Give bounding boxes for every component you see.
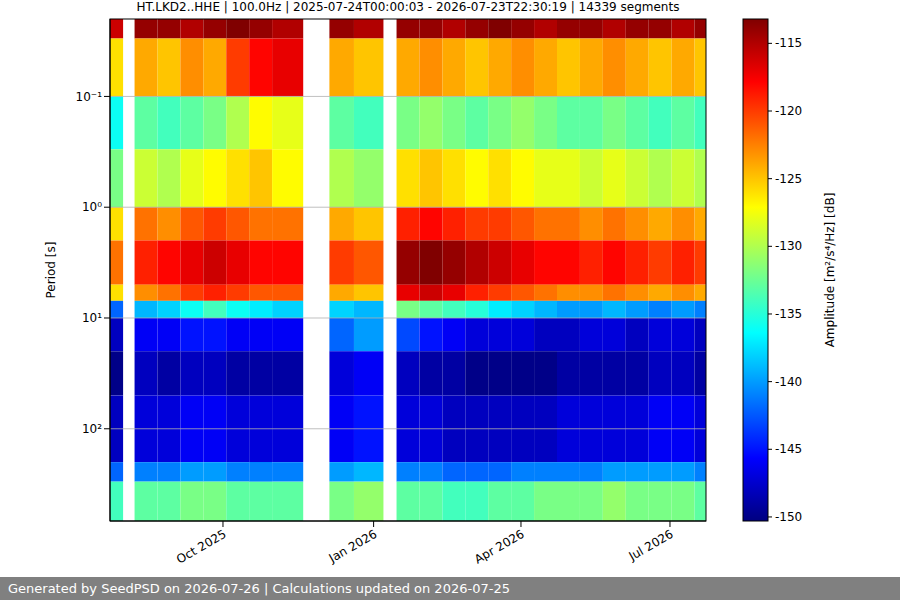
svg-text:10⁻¹: 10⁻¹	[76, 90, 103, 104]
svg-text:10⁰: 10⁰	[82, 200, 102, 214]
svg-text:-140: -140	[775, 375, 802, 389]
svg-text:Oct 2025: Oct 2025	[174, 527, 229, 567]
svg-text:10²: 10²	[82, 422, 102, 436]
html-text:HT.LKD2..HHE | 100.0Hz | 2025-: HT.LKD2..HHE | 100.0Hz | 2025-07-24T00:0…	[136, 0, 680, 14]
svg-text:-145: -145	[775, 442, 802, 456]
svg-text:Jan 2026: Jan 2026	[326, 527, 380, 566]
svg-text:Jul 2026: Jul 2026	[626, 527, 676, 564]
svg-text:-130: -130	[775, 239, 802, 253]
svg-text:-125: -125	[775, 172, 802, 186]
html-text:Generated by SeedPSD on 2026-0: Generated by SeedPSD on 2026-07-26 | Cal…	[8, 581, 510, 596]
svg-text:-115: -115	[775, 36, 802, 50]
svg-text:Period [s]: Period [s]	[44, 242, 58, 299]
svg-text:-135: -135	[775, 307, 802, 321]
svg-text:10¹: 10¹	[82, 311, 102, 325]
svg-text:-120: -120	[775, 104, 802, 118]
svg-text:-150: -150	[775, 510, 802, 524]
svg-text:Amplitude [m²/s⁴/Hz] [dB]: Amplitude [m²/s⁴/Hz] [dB]	[823, 193, 837, 348]
svg-text:Apr 2026: Apr 2026	[472, 527, 527, 567]
